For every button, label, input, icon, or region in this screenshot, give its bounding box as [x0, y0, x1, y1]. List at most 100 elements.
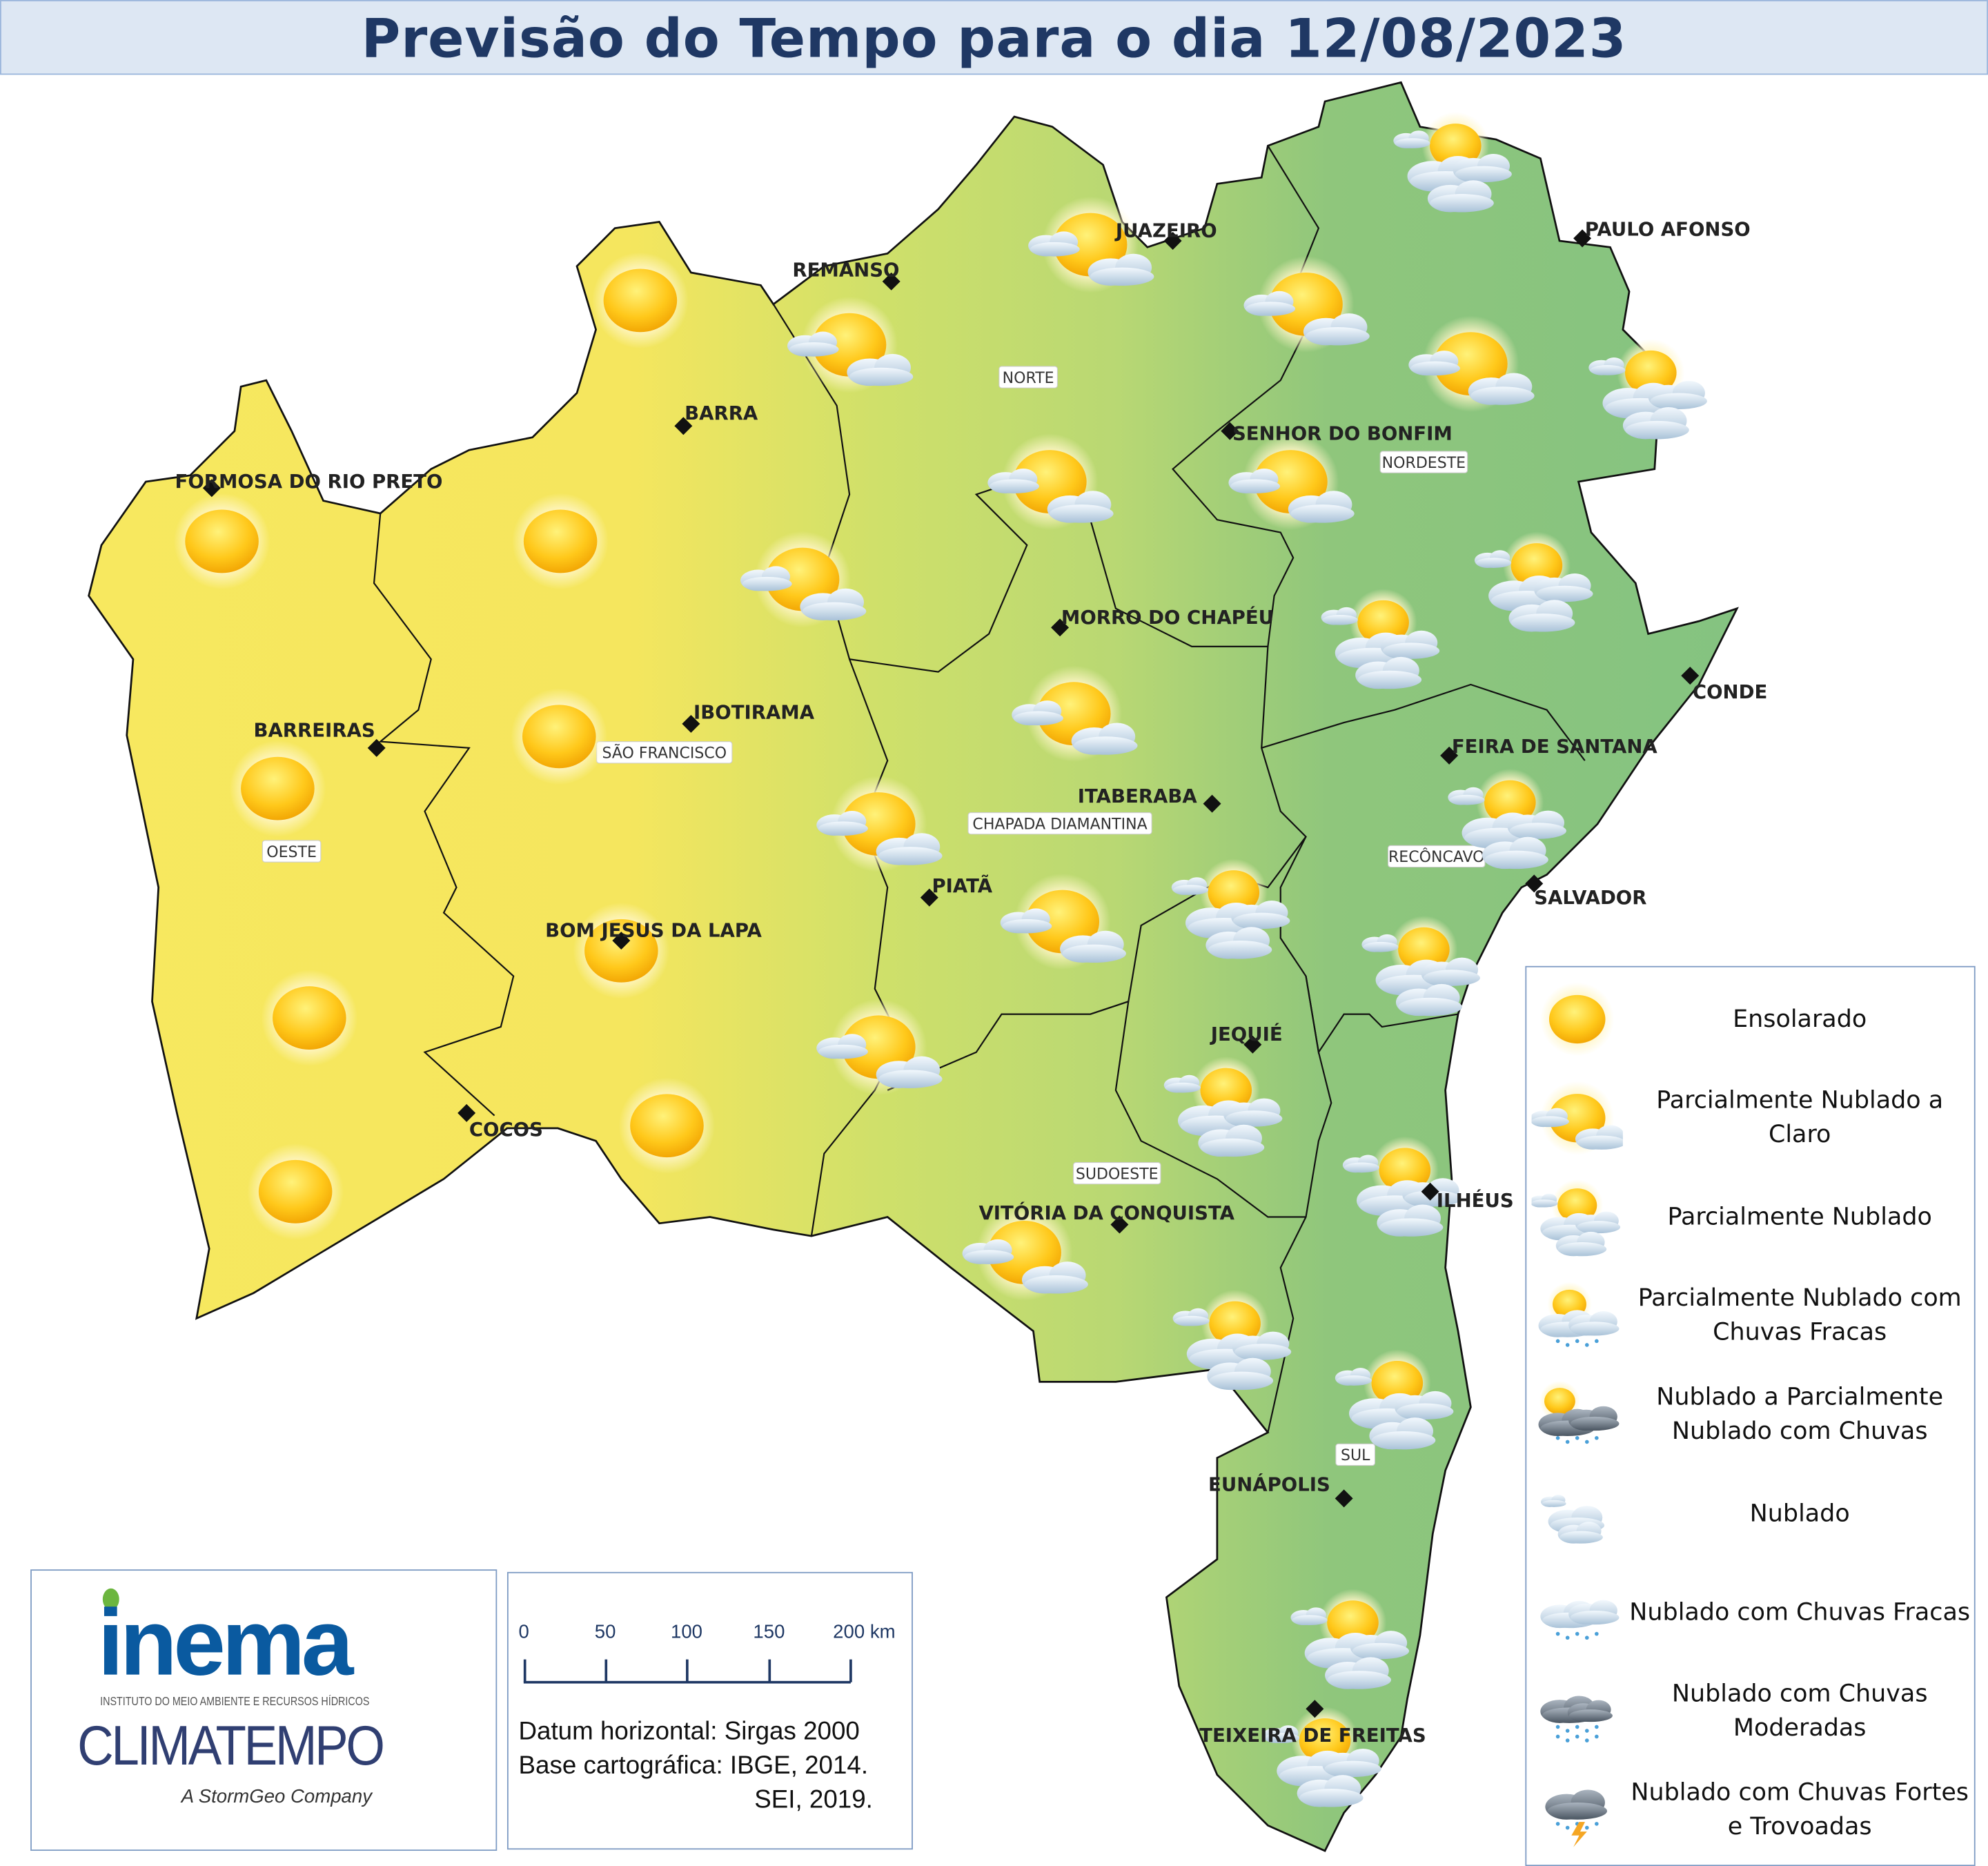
city-label: EUNÁPOLIS	[1208, 1472, 1330, 1495]
credits-sei: SEI, 2019.	[754, 1786, 873, 1814]
city-marker-icon	[1421, 1182, 1439, 1201]
city-label: PAULO AFONSO	[1585, 219, 1751, 241]
ensolarado-icon	[512, 493, 609, 590]
city-marker-icon	[1203, 794, 1221, 813]
scale-bar-tick	[604, 1659, 608, 1682]
legend-label: Nublado com Chuvas Fracas	[1629, 1598, 1971, 1626]
scale-and-credits-box: 0 50 100 150 200 km Datum horizontal: Si…	[506, 1571, 913, 1850]
region-label: CHAPADA DIAMANTINA	[972, 816, 1147, 833]
ensolarado-icon	[592, 253, 689, 349]
scale-bar-tick	[768, 1659, 771, 1682]
legend-item: Parcialmente Nublado a Claro	[1526, 1074, 1974, 1163]
city-label: BOM JESUS DA LAPA	[545, 920, 762, 942]
city-label: JUAZEIRO	[1114, 220, 1217, 242]
legend-item: Nublado a Parcialmente Nublado com Chuva…	[1526, 1371, 1974, 1460]
inema-logo-dot	[102, 1588, 119, 1610]
nublado-icon	[1532, 1469, 1623, 1558]
legend-item: Parcialmente Nublado com Chuvas Fracas	[1526, 1272, 1974, 1361]
ensolarado-icon	[247, 1143, 344, 1240]
legend-item: Nublado	[1526, 1469, 1974, 1558]
scale-tick-label: 200 km	[833, 1621, 896, 1643]
climatempo-logo: CLIMATEMPO	[77, 1715, 385, 1778]
region-label: SÃO FRANCISCO	[602, 744, 727, 763]
page-title: Previsão do Tempo para o dia 12/08/2023	[361, 8, 1627, 70]
region-label: NORTE	[1003, 370, 1054, 387]
city-label: IBOTIRAMA	[693, 702, 815, 724]
city-marker-icon	[1573, 229, 1592, 248]
credits-datum: Datum horizontal: Sirgas 2000	[518, 1718, 860, 1746]
legend-label: Parcialmente Nublado com Chuvas Fracas	[1637, 1284, 1962, 1346]
city-label: REMANSO	[792, 259, 899, 281]
legend-item: Parcialmente Nublado	[1526, 1172, 1974, 1261]
city-label: FEIRA DE SANTANA	[1452, 736, 1658, 758]
city-label: JEQUIÉ	[1210, 1022, 1283, 1045]
ensolarado-icon	[619, 1077, 716, 1174]
nublado-chuvas-fracas-icon	[1532, 1568, 1623, 1657]
legend: Ensolarado Parcialmente Nublado a Claro Pa…	[1525, 965, 1976, 1866]
ensolarado-icon	[1532, 975, 1623, 1064]
legend-label: Nublado com Chuvas Moderadas	[1671, 1680, 1928, 1742]
ensolarado-icon	[511, 688, 607, 785]
legend-label: Ensolarado	[1733, 1004, 1867, 1033]
city-label: MORRO DO CHAPÉU	[1061, 605, 1274, 629]
scale-bar	[523, 1680, 851, 1684]
region-label: NORDESTE	[1382, 455, 1466, 472]
city-marker-icon	[882, 272, 900, 291]
scale-bar-tick	[849, 1659, 852, 1682]
scale-tick-label: 150	[753, 1621, 785, 1643]
nublado-a-parcialmente-nublado-chuvas-icon	[1532, 1371, 1623, 1460]
region-label-bg	[1072, 1161, 1161, 1185]
legend-item: Ensolarado	[1526, 975, 1974, 1064]
city-label: BARRA	[685, 402, 758, 424]
ensolarado-icon	[230, 740, 326, 837]
bahia-map: NORTE NORDESTE SÃO FRANCISCO OESTE CHAPADA D…	[88, 81, 1767, 1852]
city-marker-icon	[457, 1103, 476, 1122]
legend-label: Nublado	[1749, 1499, 1850, 1527]
city-label: BARREIRAS	[253, 719, 375, 741]
legend-label: Nublado a Parcialmente Nublado com Chuva…	[1656, 1383, 1944, 1446]
region-label-bg	[1335, 1443, 1376, 1466]
scale-tick-label: 100	[670, 1621, 702, 1643]
region-label: OESTE	[266, 844, 317, 861]
parcialmente-nublado-chuvas-fracas-icon	[1532, 1272, 1623, 1361]
city-label: SENHOR DO BONFIM	[1232, 422, 1453, 444]
region-labels: NORTE NORDESTE SÃO FRANCISCO OESTE CHAPADA D…	[262, 366, 1486, 1466]
city-marker-icon	[1440, 746, 1459, 765]
city-marker-icon	[1243, 1035, 1262, 1054]
parcialmente-nublado-icon	[1532, 1172, 1623, 1261]
legend-label: Nublado com Chuvas Fortes e Trovoadas	[1631, 1778, 1969, 1841]
parcialmente-nublado-a-claro-icon	[1532, 1074, 1623, 1163]
city-label: TEIXEIRA DE FREITAS	[1199, 1725, 1426, 1747]
region-label-bg	[262, 840, 322, 863]
legend-item: Nublado com Chuvas Fortes e Trovoadas	[1526, 1766, 1974, 1855]
nublado-chuvas-moderadas-icon	[1532, 1667, 1623, 1756]
region-label-bg	[967, 812, 1152, 835]
legend-label: Parcialmente Nublado	[1667, 1202, 1932, 1230]
scale-bar-tick	[686, 1659, 689, 1682]
city-marker-icon	[682, 714, 700, 733]
city-marker-icon	[920, 888, 938, 907]
city-label: FORMOSA DO RIO PRETO	[175, 471, 443, 493]
credits-base: Base cartográfica: IBGE, 2014.	[518, 1751, 869, 1780]
region-label-bg	[1379, 451, 1468, 473]
city-label: ILHÉUS	[1437, 1188, 1514, 1212]
city-label: PIATÃ	[932, 874, 992, 897]
region-label-bg	[998, 366, 1058, 389]
ensolarado-icon	[262, 970, 358, 1066]
credits: Datum horizontal: Sirgas 2000 Base carto…	[518, 1715, 872, 1818]
ensolarado-icon	[573, 903, 670, 999]
city-marker-icon	[1681, 667, 1700, 685]
city-marker-icon	[1110, 1215, 1129, 1234]
logos-box: inema INSTITUTO DO MEIO AMBIENTE E RECUR…	[30, 1569, 498, 1852]
city-label: SALVADOR	[1534, 887, 1646, 909]
city-label: COCOS	[469, 1119, 543, 1141]
legend-item: Nublado com Chuvas Moderadas	[1526, 1667, 1974, 1756]
region-label: RECÔNCAVO	[1388, 848, 1485, 866]
city-marker-icon	[1051, 618, 1070, 637]
inema-subtitle: INSTITUTO DO MEIO AMBIENTE E RECURSOS HÍ…	[100, 1695, 370, 1709]
ensolarado-icon	[174, 493, 270, 590]
legend-label: Parcialmente Nublado a Claro	[1656, 1086, 1944, 1149]
scale-tick-label: 0	[518, 1621, 529, 1643]
scale-tick-label: 50	[594, 1621, 616, 1643]
